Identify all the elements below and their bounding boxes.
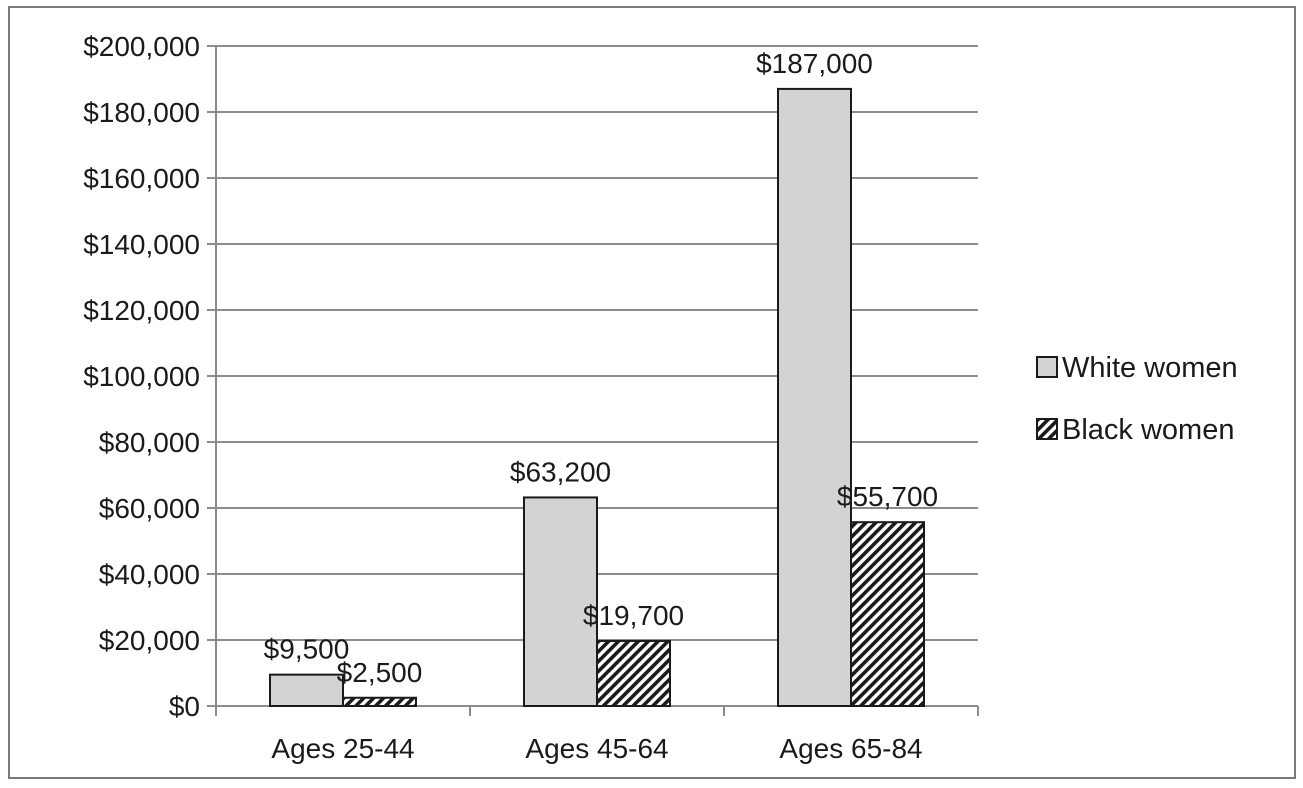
labels: $9,500 $63,200 $187,000 $2,500 $19,700 $55,70…: [264, 48, 938, 688]
y-tick-label: $40,000: [99, 559, 200, 590]
y-tick-label: $100,000: [83, 361, 200, 392]
y-tick-label: $140,000: [83, 229, 200, 260]
data-label: $9,500: [264, 634, 350, 665]
legend-swatch: [1036, 356, 1058, 378]
y-tick-label: $180,000: [83, 97, 200, 128]
y-tick-label: $160,000: [83, 163, 200, 194]
legend-label: Black women: [1062, 414, 1234, 446]
data-label: $2,500: [337, 657, 423, 688]
bar-white-women: [523, 496, 598, 707]
data-label: $63,200: [510, 456, 611, 487]
legend-swatch: [1036, 418, 1058, 440]
legend: White women Black women: [1036, 352, 1238, 446]
bar-white-women: [777, 87, 852, 707]
y-tick-label: $120,000: [83, 295, 200, 326]
bar-black-women: [342, 696, 417, 707]
bar-black-women: [850, 521, 925, 707]
x-tick-label: Ages 65-84: [779, 733, 922, 764]
x-tick-label: Ages 25-44: [271, 733, 414, 764]
y-tick-label: $80,000: [99, 427, 200, 458]
y-tick-label: $20,000: [99, 625, 200, 656]
y-tick-label: $200,000: [83, 31, 200, 62]
data-label: $55,700: [837, 481, 938, 512]
data-label: $19,700: [583, 600, 684, 631]
y-tick-label: $0: [169, 691, 200, 722]
data-label: $187,000: [756, 48, 873, 79]
y-tick-label: $60,000: [99, 493, 200, 524]
x-tick-label: Ages 45-64: [525, 733, 668, 764]
legend-label: White women: [1062, 352, 1238, 384]
bars: [269, 87, 925, 708]
bar-black-women: [596, 639, 671, 707]
bar-white-women: [269, 673, 344, 708]
